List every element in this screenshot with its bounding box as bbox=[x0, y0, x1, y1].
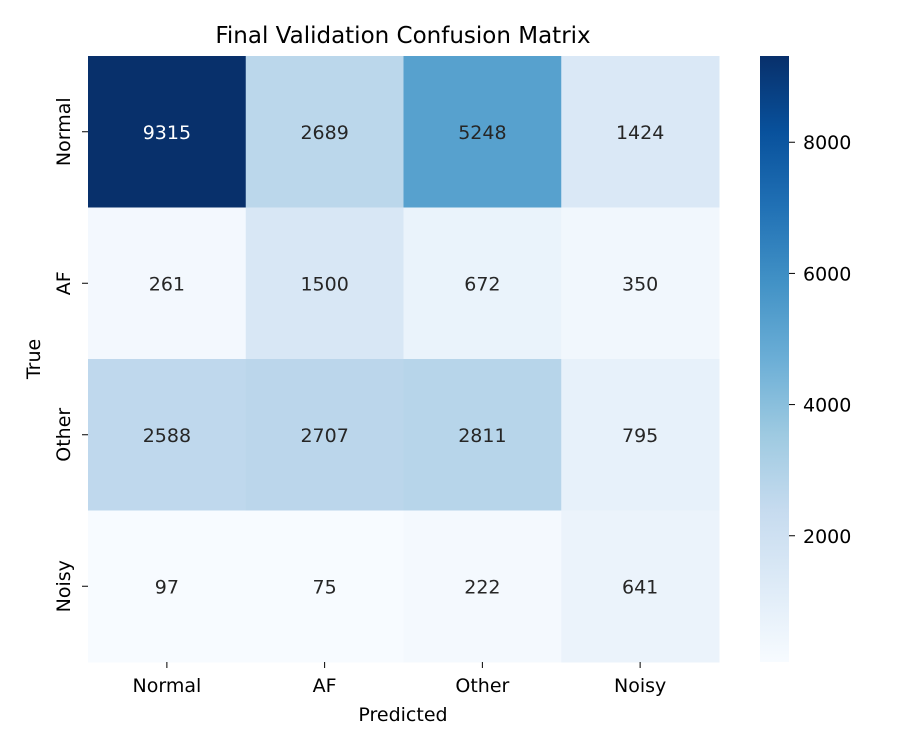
x-axis-label: Predicted bbox=[358, 704, 447, 726]
y-tick-label: Normal bbox=[53, 97, 75, 166]
cell-value-label: 222 bbox=[464, 576, 500, 598]
cell-value-label: 672 bbox=[464, 273, 500, 295]
heatmap-cell bbox=[403, 56, 562, 208]
heatmap-cell bbox=[403, 207, 562, 360]
x-tick-label: Noisy bbox=[614, 675, 666, 697]
y-tick-label: Other bbox=[53, 408, 75, 462]
heatmap-cell bbox=[245, 56, 404, 208]
heatmap-cell bbox=[403, 359, 562, 511]
colorbar-tick-label: 8000 bbox=[803, 132, 851, 154]
y-tick-label: AF bbox=[53, 271, 75, 295]
colorbar: 2000 4000 6000 8000 bbox=[760, 56, 851, 662]
heatmap-cell bbox=[88, 510, 247, 663]
heatmap-cell bbox=[245, 359, 404, 511]
y-axis-label: True bbox=[23, 339, 45, 380]
cell-value-label: 9315 bbox=[143, 122, 191, 144]
x-tick-label: Normal bbox=[133, 675, 202, 697]
x-tick-label: AF bbox=[313, 675, 337, 697]
cell-value-label: 75 bbox=[313, 576, 337, 598]
cell-value-label: 2588 bbox=[143, 425, 191, 447]
heatmap-cell bbox=[88, 207, 247, 360]
cell-value-label: 350 bbox=[622, 273, 658, 295]
colorbar-tick-label: 2000 bbox=[803, 526, 851, 548]
heatmap-cell bbox=[88, 359, 247, 511]
cell-value-label: 2811 bbox=[458, 425, 506, 447]
cell-value-label: 795 bbox=[622, 425, 658, 447]
heatmap-cell bbox=[245, 207, 404, 360]
cell-value-label: 641 bbox=[622, 576, 658, 598]
cell-value-label: 1424 bbox=[616, 122, 664, 144]
y-axis-ticks: Normal AF Other Noisy bbox=[53, 97, 88, 612]
cell-value-label: 5248 bbox=[458, 122, 506, 144]
cell-value-label: 2707 bbox=[300, 425, 348, 447]
x-tick-label: Other bbox=[455, 675, 509, 697]
heatmap-cell bbox=[88, 56, 247, 208]
cell-value-label: 2689 bbox=[300, 122, 348, 144]
chart-title: Final Validation Confusion Matrix bbox=[215, 23, 590, 49]
heatmap-cell bbox=[561, 359, 720, 511]
y-tick-label: Noisy bbox=[53, 560, 75, 612]
cell-value-label: 1500 bbox=[300, 273, 348, 295]
colorbar-ticks: 2000 4000 6000 8000 bbox=[789, 132, 851, 548]
heatmap-cell bbox=[561, 56, 720, 208]
heatmap-cell bbox=[561, 207, 720, 360]
heatmap-cell bbox=[403, 510, 562, 663]
heatmap-cell bbox=[561, 510, 720, 663]
cell-value-label: 261 bbox=[149, 273, 185, 295]
colorbar-tick-label: 4000 bbox=[803, 395, 851, 417]
colorbar-gradient bbox=[760, 56, 789, 662]
heatmap-cells: 9315 2689 5248 1424 261 1500 672 350 2588 2707 281… bbox=[88, 56, 720, 663]
colorbar-tick-label: 6000 bbox=[803, 263, 851, 285]
x-axis-ticks: Normal AF Other Noisy bbox=[133, 662, 666, 697]
heatmap-cell bbox=[245, 510, 404, 663]
cell-value-label: 97 bbox=[155, 576, 179, 598]
